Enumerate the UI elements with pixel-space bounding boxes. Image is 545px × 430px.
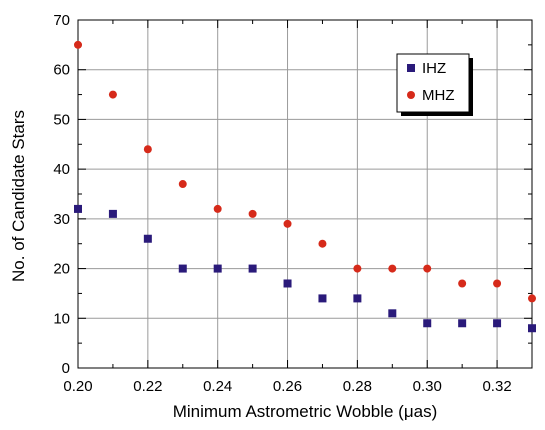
point-mhz <box>108 90 117 99</box>
point-ihz <box>74 204 82 213</box>
point-ihz <box>178 264 187 273</box>
x-tick-label: 0.26 <box>273 378 302 395</box>
x-tick-labels: 0.20 0.22 0.24 0.26 0.28 0.30 0.32 <box>63 378 511 395</box>
tick-marks <box>77 19 533 369</box>
legend-marker-mhz <box>407 91 415 99</box>
point-ihz <box>493 319 502 328</box>
point-ihz <box>528 324 536 333</box>
x-tick-label: 0.20 <box>63 378 92 395</box>
point-mhz <box>318 239 327 248</box>
point-mhz <box>74 40 82 49</box>
point-ihz <box>213 264 222 273</box>
x-tick-label: 0.30 <box>413 378 442 395</box>
point-ihz <box>423 319 432 328</box>
y-tick-labels: 0 10 20 30 40 50 60 70 <box>53 12 70 377</box>
legend: IHZ MHZ <box>396 53 473 116</box>
y-tick-label: 50 <box>53 111 70 128</box>
point-mhz <box>213 204 222 213</box>
legend-marker-ihz <box>407 64 415 72</box>
y-tick-label: 10 <box>53 310 70 327</box>
point-ihz <box>318 294 327 303</box>
x-tick-label: 0.24 <box>203 378 232 395</box>
point-mhz <box>283 219 292 228</box>
point-mhz <box>458 279 467 288</box>
point-ihz <box>248 264 257 273</box>
point-mhz <box>353 264 362 273</box>
y-tick-label: 40 <box>53 161 70 178</box>
point-mhz <box>493 279 502 288</box>
point-ihz <box>108 209 117 218</box>
grid-lines <box>78 20 532 368</box>
point-mhz <box>178 180 187 189</box>
point-mhz <box>248 209 257 218</box>
point-mhz <box>528 294 536 303</box>
y-tick-label: 20 <box>53 261 70 278</box>
point-mhz <box>388 264 397 273</box>
point-ihz <box>458 319 467 328</box>
y-tick-label: 60 <box>53 62 70 79</box>
y-tick-label: 70 <box>53 12 70 29</box>
x-tick-label: 0.28 <box>343 378 372 395</box>
point-ihz <box>283 279 292 288</box>
legend-box <box>396 53 470 113</box>
data-points <box>74 40 536 333</box>
legend-label-ihz: IHZ <box>422 60 446 77</box>
x-tick-label: 0.32 <box>482 378 511 395</box>
point-mhz <box>143 145 152 154</box>
point-ihz <box>388 309 397 318</box>
point-ihz <box>353 294 362 303</box>
y-tick-label: 30 <box>53 211 70 228</box>
legend-label-mhz: MHZ <box>422 87 455 104</box>
y-axis-label: No. of Candidate Stars <box>9 110 28 282</box>
x-tick-label: 0.22 <box>133 378 162 395</box>
y-tick-label: 0 <box>62 360 70 377</box>
point-mhz <box>423 264 432 273</box>
x-axis-label: Minimum Astrometric Wobble (μas) <box>173 402 438 421</box>
point-ihz <box>143 234 152 243</box>
